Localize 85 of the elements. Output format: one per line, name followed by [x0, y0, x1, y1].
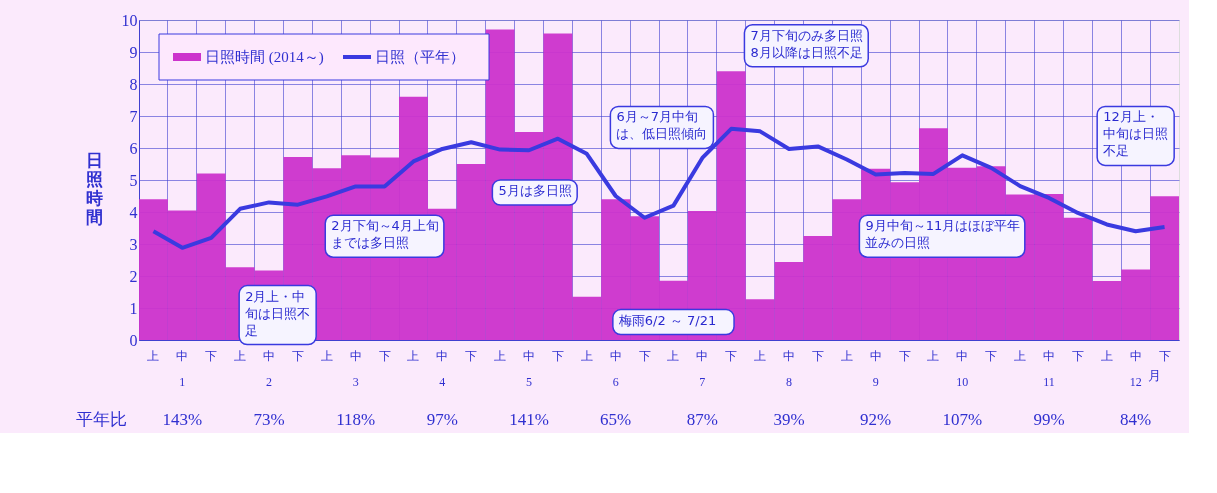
text: 73%	[253, 410, 285, 429]
annotation: 8月以降は日照不足	[750, 44, 863, 60]
x-tick-label: 下	[898, 348, 911, 363]
x-tick-label: 下	[1071, 348, 1084, 363]
text: 39%	[773, 410, 805, 429]
text: 118%	[336, 410, 376, 429]
x-tick-label: 上	[580, 348, 593, 363]
x-tick-label: 上	[320, 348, 333, 363]
y-tick-label: 7	[129, 107, 138, 125]
text: 5	[526, 375, 532, 389]
text: 12	[1129, 375, 1142, 389]
y-tick-label: 8	[129, 75, 138, 93]
x-tick-label: 下	[551, 348, 564, 363]
x-tick-label: 上	[234, 348, 247, 363]
x-tick-label: 下	[985, 348, 998, 363]
text: 平年比	[75, 410, 127, 429]
text: 65%	[600, 410, 632, 429]
text: 9	[872, 375, 879, 389]
y-tick-label: 6	[129, 139, 138, 157]
x-tick-label: 上	[840, 348, 853, 363]
text: 4	[439, 375, 446, 389]
x-tick-label: 上	[1014, 348, 1027, 363]
x-tick-label: 中	[436, 348, 449, 363]
text: 107%	[942, 410, 983, 429]
x-tick-label: 上	[754, 348, 767, 363]
x-tick-label: 中	[263, 348, 275, 363]
text: 1	[179, 375, 186, 389]
x-tick-label: 下	[725, 348, 738, 363]
legend-label: 日照（平年）	[375, 49, 465, 65]
y-tick-label: 0	[129, 331, 138, 349]
text: 92%	[860, 410, 892, 429]
x-tick-label: 下	[205, 348, 218, 363]
x-tick-label: 中	[1043, 348, 1055, 363]
annotation: 2月上・中旬は日照不足	[245, 288, 311, 338]
text: 月	[1148, 368, 1162, 383]
text: 84%	[1120, 410, 1152, 429]
x-tick-label: 下	[465, 348, 478, 363]
x-tick-label: 中	[349, 348, 362, 363]
x-tick-label: 中	[869, 348, 882, 363]
x-tick-label: 下	[811, 348, 824, 363]
x-tick-label: 中	[1129, 348, 1142, 363]
x-tick-label: 中	[176, 348, 189, 363]
annotation: 5月は多日照	[498, 183, 572, 198]
annotation: 2月下旬～4月上旬までは多日照	[331, 218, 439, 251]
x-tick-label: 中	[783, 348, 795, 363]
x-tick-label: 中	[956, 348, 969, 363]
text: 7	[699, 375, 706, 389]
annotation: 梅雨6/2 ～ 7/21	[617, 312, 717, 328]
text: 87%	[686, 410, 718, 429]
text: 6	[612, 375, 619, 389]
text: 11	[1043, 375, 1055, 389]
y-axis-title: 日照時間	[86, 149, 103, 227]
x-tick-label: 上	[494, 348, 507, 363]
x-tick-label: 上	[1100, 348, 1113, 363]
x-tick-label: 上	[407, 348, 420, 363]
x-tick-label: 下	[378, 348, 391, 363]
x-tick-label: 上	[927, 348, 940, 363]
x-tick-label: 中	[609, 348, 622, 363]
text: 99%	[1033, 410, 1065, 429]
x-tick-label: 下	[291, 348, 304, 363]
y-tick-label: 4	[129, 203, 138, 221]
x-tick-label: 下	[638, 348, 651, 363]
annotation: 12月上・中旬は日照不足	[1103, 109, 1169, 159]
y-tick-label: 3	[129, 235, 138, 253]
y-tick-label: 10	[121, 11, 138, 29]
y-tick-label: 5	[129, 171, 138, 189]
y-tick-label: 2	[129, 267, 138, 285]
x-tick-label: 上	[667, 348, 680, 363]
x-tick-label: 中	[523, 348, 535, 363]
x-tick-label: 上	[147, 348, 160, 363]
text: 2	[266, 375, 272, 389]
y-tick-label: 1	[129, 299, 138, 317]
x-tick-label: 中	[696, 348, 709, 363]
annotation: 9月中旬～11月はほぼ平年並みの日照	[865, 218, 1021, 251]
y-tick-label: 9	[129, 43, 138, 61]
annotation: 7月下旬のみ多日照	[750, 27, 863, 43]
text: 3	[352, 375, 359, 389]
text: 8	[786, 375, 792, 389]
x-tick-label: 下	[1158, 348, 1171, 363]
text: 97%	[426, 410, 458, 429]
legend-label: 日照時間 (2014～)	[205, 49, 324, 66]
text: 10	[956, 375, 969, 389]
annotation: 6月～7月中旬は、低日照傾向	[616, 109, 708, 142]
text: 141%	[509, 410, 549, 429]
text: 143%	[162, 410, 203, 429]
